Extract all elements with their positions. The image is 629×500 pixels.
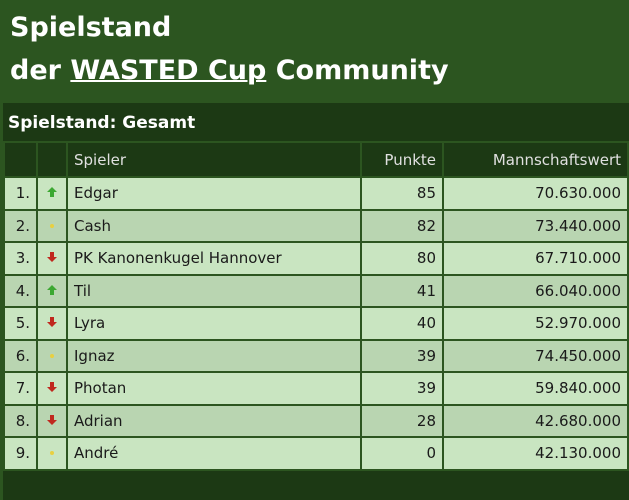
table-row: 8. Adrian 28 42.680.000 bbox=[3, 403, 629, 438]
rank-cell: 5. bbox=[3, 306, 38, 341]
trend-icon bbox=[47, 414, 57, 425]
trend-cell bbox=[36, 273, 68, 308]
table-row: 7. Photan 39 59.840.000 bbox=[3, 371, 629, 406]
trend-cell bbox=[36, 306, 68, 341]
header-cell: Punkte bbox=[360, 141, 444, 178]
player-cell: André bbox=[66, 436, 362, 471]
header-cell: Spieler bbox=[66, 141, 362, 178]
table-row: 4. Til 41 66.040.000 bbox=[3, 273, 629, 308]
rank-cell: 1. bbox=[3, 176, 38, 211]
trend-icon bbox=[50, 353, 54, 358]
trend-shape bbox=[50, 451, 54, 456]
rank-cell: 8. bbox=[3, 403, 38, 438]
trend-shape bbox=[47, 414, 57, 425]
table-row: 1. Edgar 85 70.630.000 bbox=[3, 176, 629, 211]
cup-link[interactable]: WASTED Cup bbox=[70, 55, 267, 86]
title-suffix: Community bbox=[275, 55, 449, 86]
trend-shape bbox=[47, 284, 57, 295]
value-cell: 74.450.000 bbox=[442, 338, 629, 373]
player-cell: Lyra bbox=[66, 306, 362, 341]
rank-cell: 9. bbox=[3, 436, 38, 471]
trend-icon bbox=[47, 252, 57, 263]
title-prefix: der bbox=[10, 55, 61, 86]
player-cell: Photan bbox=[66, 371, 362, 406]
rank-cell: 2. bbox=[3, 208, 38, 243]
trend-icon bbox=[50, 451, 54, 456]
player-cell: Cash bbox=[66, 208, 362, 243]
trend-cell bbox=[36, 176, 68, 211]
trend-shape bbox=[47, 317, 57, 328]
trend-cell bbox=[36, 241, 68, 276]
rank-cell: 6. bbox=[3, 338, 38, 373]
value-cell: 67.710.000 bbox=[442, 241, 629, 276]
table-row: 9. André 0 42.130.000 bbox=[3, 436, 629, 471]
points-cell: 40 bbox=[360, 306, 444, 341]
trend-shape bbox=[47, 187, 57, 198]
header-cell bbox=[3, 141, 38, 178]
rank-cell: 3. bbox=[3, 241, 38, 276]
trend-icon bbox=[47, 284, 57, 295]
trend-cell bbox=[36, 436, 68, 471]
standings-table: Spieler Punkte Mannschaftswert 1. Edgar 85… bbox=[3, 141, 629, 471]
trend-icon bbox=[47, 317, 57, 328]
table-row: 5. Lyra 40 52.970.000 bbox=[3, 306, 629, 341]
points-cell: 85 bbox=[360, 176, 444, 211]
table-row: 6. Ignaz 39 74.450.000 bbox=[3, 338, 629, 373]
trend-shape bbox=[47, 382, 57, 393]
points-cell: 28 bbox=[360, 403, 444, 438]
player-cell: PK Kanonenkugel Hannover bbox=[66, 241, 362, 276]
page-title: Spielstand der WASTED Cup Community bbox=[0, 0, 629, 92]
trend-cell bbox=[36, 403, 68, 438]
table-row: 3. PK Kanonenkugel Hannover 80 67.710.000 bbox=[3, 241, 629, 276]
value-cell: 70.630.000 bbox=[442, 176, 629, 211]
points-cell: 39 bbox=[360, 371, 444, 406]
trend-cell bbox=[36, 208, 68, 243]
player-cell: Ignaz bbox=[66, 338, 362, 373]
trend-cell bbox=[36, 338, 68, 373]
table-body: 1. Edgar 85 70.630.000 2. Cash 82 73.440.000 3. P… bbox=[3, 176, 629, 471]
trend-icon bbox=[50, 223, 54, 228]
player-cell: Til bbox=[66, 273, 362, 308]
table-row: 2. Cash 82 73.440.000 bbox=[3, 208, 629, 243]
header-row: Spieler Punkte Mannschaftswert bbox=[3, 141, 629, 178]
trend-icon bbox=[47, 187, 57, 198]
value-cell: 42.130.000 bbox=[442, 436, 629, 471]
title-line: Spielstand bbox=[10, 12, 172, 43]
header-cell: Mannschaftswert bbox=[442, 141, 629, 178]
player-cell: Adrian bbox=[66, 403, 362, 438]
points-cell: 80 bbox=[360, 241, 444, 276]
points-cell: 39 bbox=[360, 338, 444, 373]
standings-panel: Spielstand: Gesamt Spieler Punkte Mannsc… bbox=[3, 103, 629, 500]
rank-cell: 4. bbox=[3, 273, 38, 308]
player-cell: Edgar bbox=[66, 176, 362, 211]
trend-icon bbox=[47, 382, 57, 393]
value-cell: 66.040.000 bbox=[442, 273, 629, 308]
value-cell: 52.970.000 bbox=[442, 306, 629, 341]
value-cell: 42.680.000 bbox=[442, 403, 629, 438]
trend-cell bbox=[36, 371, 68, 406]
points-cell: 82 bbox=[360, 208, 444, 243]
panel-title: Spielstand: Gesamt bbox=[8, 113, 196, 133]
trend-shape bbox=[50, 353, 54, 358]
points-cell: 0 bbox=[360, 436, 444, 471]
rank-cell: 7. bbox=[3, 371, 38, 406]
header-cell bbox=[36, 141, 68, 178]
points-cell: 41 bbox=[360, 273, 444, 308]
value-cell: 59.840.000 bbox=[442, 371, 629, 406]
trend-shape bbox=[50, 223, 54, 228]
value-cell: 73.440.000 bbox=[442, 208, 629, 243]
trend-shape bbox=[47, 252, 57, 263]
